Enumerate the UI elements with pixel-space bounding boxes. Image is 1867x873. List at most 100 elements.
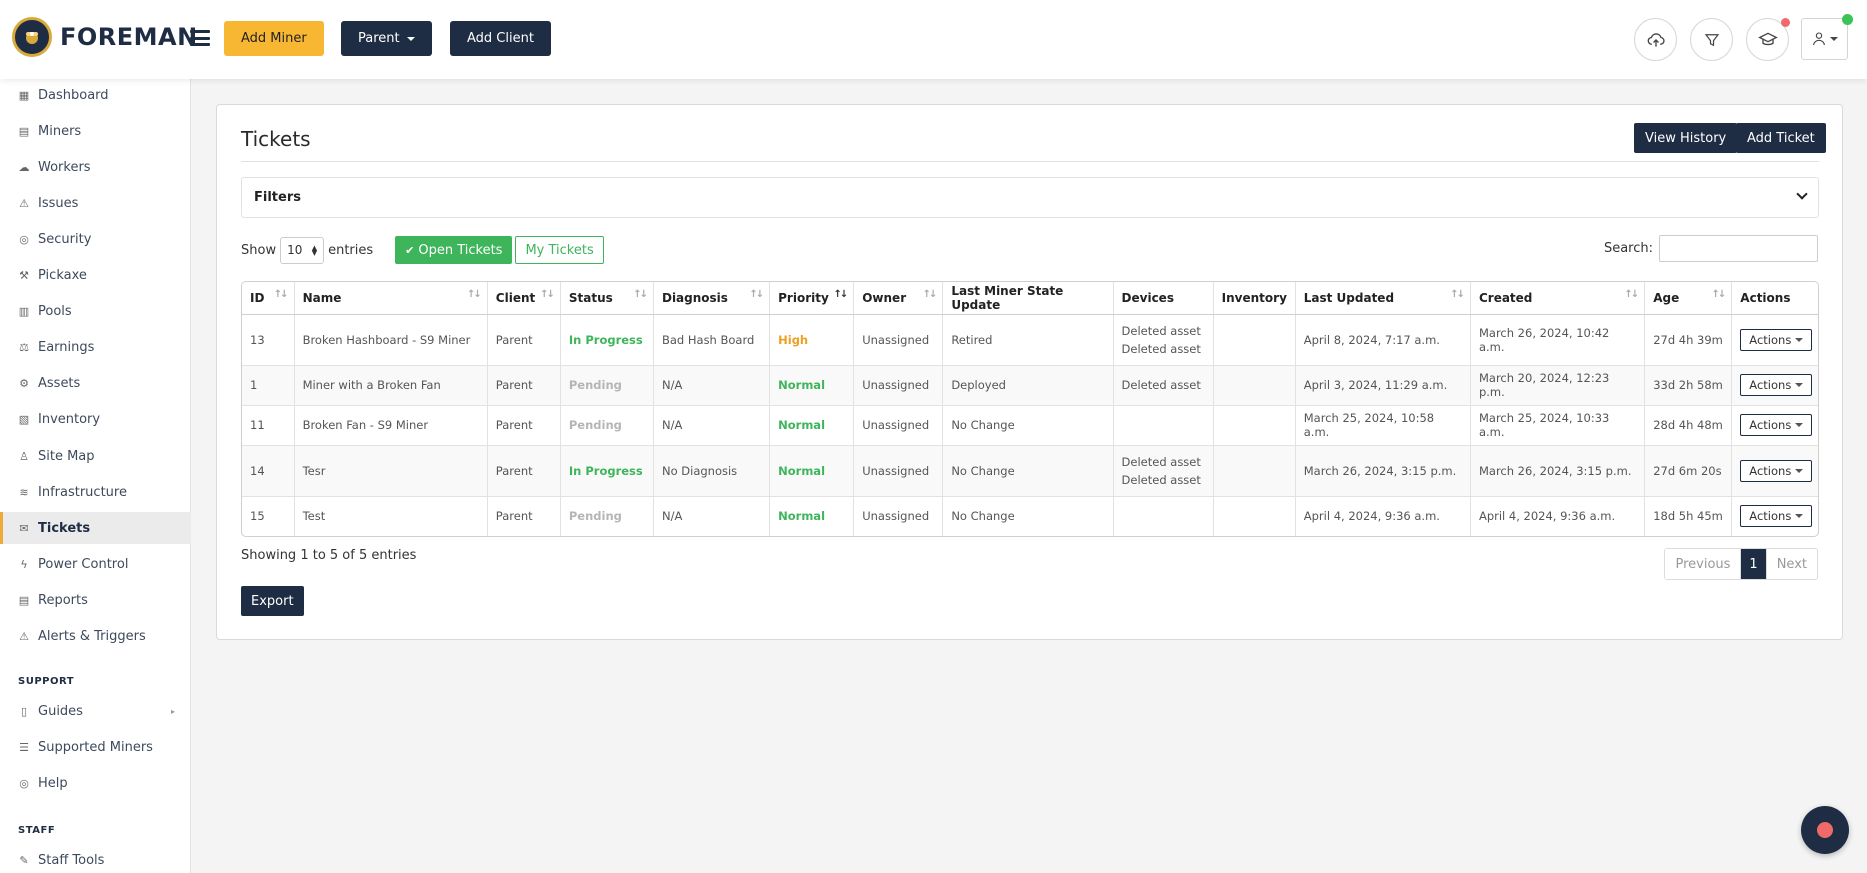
column-header-created[interactable]: Created ↑↓ [1470, 282, 1646, 315]
filter-button[interactable] [1690, 18, 1733, 61]
cell-age-value: 27d 4h 39m [1653, 332, 1723, 347]
sidebar-item-assets[interactable]: ⚙ Assets [0, 368, 191, 400]
sidebar-item-issues[interactable]: ⚠ Issues [0, 187, 191, 219]
open-tickets-toggle[interactable]: ✔ Open Tickets [395, 236, 513, 264]
sidebar-item-alerts-triggers[interactable]: ⚠ Alerts & Triggers [0, 621, 191, 653]
cell-client-value: Parent [495, 332, 533, 347]
view-history-button[interactable]: View History [1634, 123, 1738, 153]
cell-client-value: Parent [495, 418, 533, 432]
cell-diagnosis-value: N/A [661, 418, 683, 432]
entries-select[interactable]: 10 ▲ ▼ [280, 236, 325, 264]
cell-devices [1113, 496, 1214, 536]
list-icon: ☰ [19, 740, 29, 754]
row-actions-button[interactable]: Actions [1740, 328, 1813, 351]
cell-devices: Deleted asset Deleted asset [1113, 314, 1214, 366]
cell-last-updated-value: April 3, 2024, 11:29 a.m. [1303, 378, 1448, 392]
table-row[interactable]: 13 Broken Hashboard - S9 Miner Parent In Pr… [242, 314, 1818, 366]
parent-dropdown-button[interactable]: Parent [341, 21, 432, 56]
export-button[interactable]: Export [241, 586, 304, 616]
column-header-client[interactable]: Client ↑↓ [487, 282, 561, 315]
table-row[interactable]: 14 Tesr Parent In Progress No Diagnosis Norma… [242, 445, 1818, 497]
sidebar-item-power-control[interactable]: ϟ Power Control [0, 548, 191, 580]
guides-icon: ▯ [20, 704, 28, 718]
cell-inventory [1213, 496, 1296, 536]
table-row[interactable]: 1 Miner with a Broken Fan Parent Pending N/A… [242, 365, 1818, 406]
sidebar-item-pickaxe[interactable]: ⚒ Pickaxe [0, 260, 191, 292]
menu-toggle-icon[interactable] [190, 30, 210, 46]
add-client-button[interactable]: Add Client [450, 21, 551, 56]
cell-priority: Normal [769, 445, 855, 497]
filters-panel-toggle[interactable]: Filters [241, 177, 1819, 218]
table-row[interactable]: 11 Broken Fan - S9 Miner Parent Pending N/A N… [242, 405, 1818, 446]
page-title: Tickets [241, 127, 311, 151]
cell-name: Miner with a Broken Fan [294, 365, 488, 406]
column-header-id[interactable]: ID ↑↓ [242, 282, 295, 315]
sort-icon: ↑↓ [1450, 289, 1465, 300]
sidebar-item-earnings[interactable]: ⚖ Earnings [0, 332, 191, 364]
cell-created-value: March 26, 2024, 10:42 a.m. [1478, 325, 1610, 354]
upload-cloud-button[interactable] [1634, 18, 1677, 61]
cell-last-updated-value: April 8, 2024, 7:17 a.m. [1303, 332, 1440, 347]
row-actions-button[interactable]: Actions [1740, 505, 1813, 528]
row-actions-button[interactable]: Actions [1740, 414, 1813, 436]
column-header-status[interactable]: Status ↑↓ [560, 282, 654, 315]
row-actions-button[interactable]: Actions [1740, 374, 1813, 396]
sidebar-item-guides[interactable]: ▯ Guides ▸ [0, 695, 191, 727]
column-header-label: Last Updated [1303, 290, 1395, 305]
column-header-name[interactable]: Name ↑↓ [294, 282, 488, 315]
cell-owner: Unassigned [853, 314, 944, 366]
reports-icon: ▤ [18, 593, 30, 607]
my-tickets-toggle[interactable]: My Tickets [515, 236, 604, 264]
open-tickets-label: Open Tickets [418, 242, 503, 258]
caret-down-icon [1795, 337, 1804, 342]
sort-icon: ↑↓ [1711, 289, 1727, 300]
cell-actions: Actions [1731, 405, 1818, 446]
cell-inventory [1213, 314, 1296, 366]
cell-diagnosis: N/A [653, 496, 771, 536]
cell-age: 28d 4h 48m [1644, 405, 1733, 446]
column-header-diagnosis[interactable]: Diagnosis ↑↓ [653, 282, 771, 315]
sidebar-item-reports[interactable]: ▤ Reports [0, 584, 191, 616]
user-menu-button[interactable] [1801, 14, 1853, 60]
sidebar-item-site-map[interactable]: ♙ Site Map [0, 440, 191, 472]
sidebar-item-pools[interactable]: ▥ Pools [0, 296, 191, 328]
add-ticket-button[interactable]: Add Ticket [1736, 123, 1826, 153]
column-header-priority[interactable]: Priority ↑↓ [769, 282, 855, 315]
next-page-button[interactable]: Next [1765, 549, 1817, 579]
sidebar-item-label: Inventory [38, 412, 101, 428]
search-input[interactable] [1659, 235, 1818, 262]
cell-devices [1113, 405, 1214, 446]
add-miner-button[interactable]: Add Miner [224, 21, 324, 56]
foreman-logo[interactable]: FOREMAN [12, 17, 198, 57]
row-actions-label: Actions [1749, 418, 1792, 432]
sort-icon: ↑↓ [749, 289, 764, 300]
sidebar-item-security[interactable]: ◎ Security [0, 223, 191, 255]
column-header-age[interactable]: Age ↑↓ [1644, 282, 1733, 315]
cell-status-value: Pending [568, 418, 622, 432]
sidebar-item-workers[interactable]: ☁ Workers [0, 151, 191, 183]
row-actions-button[interactable]: Actions [1740, 459, 1813, 482]
cell-age-value: 28d 4h 48m [1653, 418, 1723, 432]
sidebar-item-staff-tools[interactable]: ✎ Staff Tools [0, 844, 191, 873]
table-row[interactable]: 15 Test Parent Pending N/A Normal Unassigned No… [242, 496, 1818, 536]
page-1-button[interactable]: 1 [1740, 549, 1766, 579]
cell-id-value: 13 [250, 332, 265, 347]
chat-launcher-button[interactable] [1801, 806, 1849, 854]
sidebar-item-infrastructure[interactable]: ≋ Infrastructure [0, 476, 191, 508]
sidebar-item-inventory[interactable]: ▧ Inventory [0, 404, 191, 436]
column-header-last-updated[interactable]: Last Updated ↑↓ [1295, 282, 1471, 315]
tickets-card: Tickets View History Add Ticket Filters … [216, 104, 1843, 640]
sidebar-item-label: Guides [38, 703, 83, 719]
academy-button[interactable] [1746, 18, 1790, 61]
sidebar-item-dashboard[interactable]: ▦ Dashboard [0, 79, 191, 111]
column-header-label: Last Miner State Update [951, 283, 1064, 312]
sidebar-item-label: Power Control [38, 556, 129, 572]
sidebar-item-tickets[interactable]: ✉ Tickets [0, 512, 191, 545]
sidebar-item-miners[interactable]: ▤ Miners [0, 115, 191, 147]
previous-page-button[interactable]: Previous [1665, 549, 1741, 579]
show-label: Show [241, 242, 277, 258]
sidebar-item-label: Miners [38, 123, 82, 139]
column-header-owner[interactable]: Owner ↑↓ [853, 282, 944, 315]
sidebar-item-supported-miners[interactable]: ☰ Supported Miners [0, 731, 191, 763]
sidebar-item-help[interactable]: ◎ Help [0, 767, 191, 799]
